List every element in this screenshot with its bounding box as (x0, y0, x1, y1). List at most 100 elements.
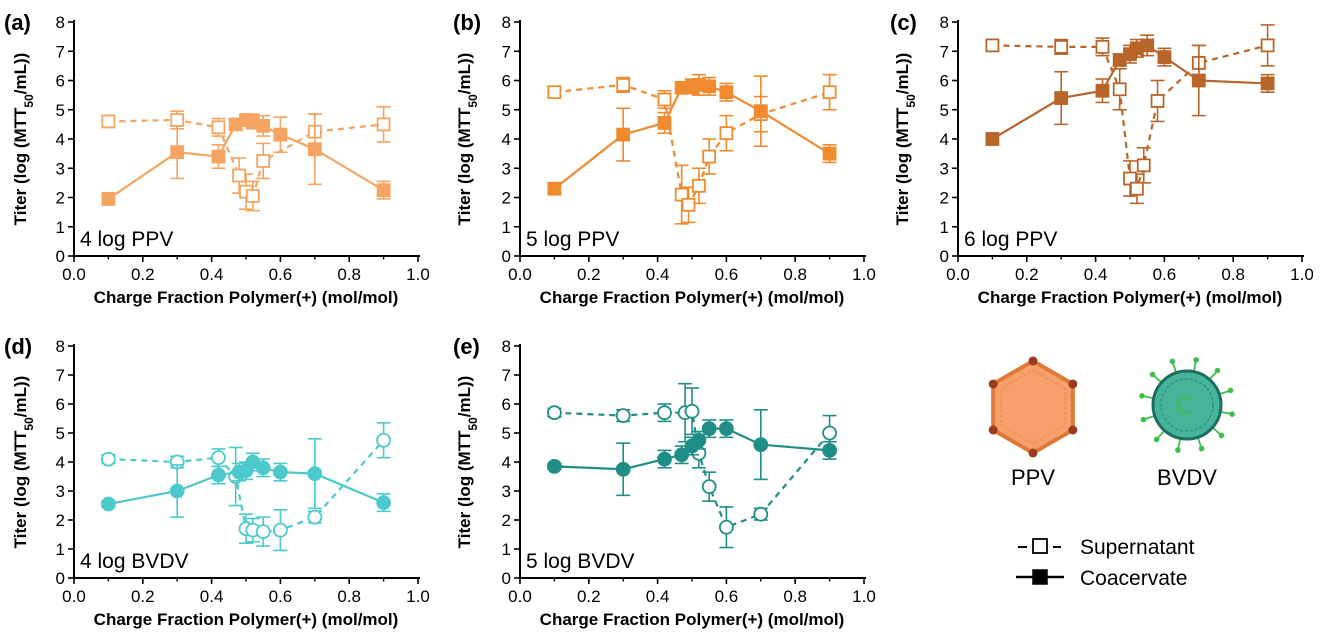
bvdv-spike-tip (1214, 367, 1221, 374)
x-tick-label: 0.6 (1153, 265, 1177, 284)
coacervate-point (753, 437, 769, 453)
x-tick-label: 0.4 (646, 265, 670, 284)
bvdv-spike-tip (1169, 358, 1176, 365)
supernatant-series (547, 382, 837, 549)
y-tick-label: 7 (56, 366, 65, 385)
x-tick-label: 0.0 (946, 265, 970, 284)
supernatant-point (701, 479, 717, 495)
panel-annotation: 4 log BVDV (80, 550, 189, 573)
coacervate-point (616, 127, 631, 142)
ppv-vertex-dot (1068, 425, 1078, 435)
coacervate-point (719, 421, 734, 437)
y-tick-label: 3 (502, 482, 511, 501)
coacervate-point (719, 85, 734, 100)
x-tick-label: 0.4 (200, 265, 224, 284)
y-axis-title: Titer (log (MTT50/mL)) (455, 53, 480, 226)
x-tick-label: 0.2 (1015, 265, 1039, 284)
y-tick-label: 3 (502, 159, 511, 178)
y-tick-label: 4 (502, 453, 511, 472)
supernatant-point (245, 189, 260, 203)
y-tick-label: 4 (502, 130, 511, 149)
x-axis-title: Charge Fraction Polymer(+) (mol/mol) (540, 610, 845, 629)
y-tick-label: 8 (502, 13, 511, 32)
x-tick-label: 1.0 (852, 587, 876, 606)
supernatant-point (615, 408, 631, 424)
supernatant-point (1260, 38, 1275, 53)
coacervate-point (101, 496, 116, 512)
coacervate-point (1140, 38, 1155, 53)
x-tick-label: 0.0 (508, 587, 532, 606)
y-tick-label: 2 (940, 189, 949, 208)
supernatant-point (719, 126, 734, 141)
coacervate-point (657, 451, 672, 467)
x-tick-label: 0.2 (577, 587, 601, 606)
legend-supernatant-label: Supernatant (1080, 536, 1195, 559)
supernatant-series (547, 73, 837, 225)
coacervate-series (547, 408, 837, 497)
coacervate-point (211, 149, 226, 164)
x-tick-label: 0.6 (715, 587, 739, 606)
bvdv-spike-tip (1193, 357, 1199, 363)
panel-label: (b) (453, 10, 481, 35)
bvdv-spike-tip (1149, 371, 1156, 378)
panel-label: (d) (4, 334, 32, 359)
coacervate-series (985, 34, 1275, 146)
ppv-virus-icon (988, 356, 1078, 458)
x-tick-label: 0.0 (508, 265, 532, 284)
supernatant-point (684, 403, 700, 419)
y-tick-label: 8 (502, 337, 511, 356)
y-tick-label: 6 (56, 72, 65, 91)
coacervate-point (702, 79, 717, 94)
supernatant-point (101, 114, 116, 129)
y-tick-label: 5 (56, 424, 65, 443)
x-tick-label: 0.6 (269, 587, 293, 606)
supernatant-point (232, 168, 247, 183)
supernatant-point (211, 450, 226, 466)
coacervate-point (657, 116, 672, 130)
supernatant-point (1150, 94, 1165, 108)
x-tick-label: 0.6 (715, 265, 739, 284)
x-tick-label: 0.4 (1084, 265, 1108, 284)
supernatant-line (554, 83, 830, 207)
y-tick-label: 7 (56, 42, 65, 61)
y-tick-label: 6 (502, 72, 511, 91)
y-tick-label: 1 (502, 540, 511, 559)
panel-annotation: 5 log BVDV (526, 550, 635, 573)
y-tick-label: 5 (502, 101, 511, 120)
supernatant-point (753, 506, 769, 522)
legend-coacervate-symbol (1016, 569, 1064, 585)
y-tick-label: 6 (940, 72, 949, 91)
y-tick-label: 8 (56, 13, 65, 32)
y-tick-label: 1 (502, 218, 511, 237)
legend: Supernatant Coacervate (1016, 536, 1195, 590)
chart-panel: 0 1 2 3 4 5 6 7 8 0.0 0.2 0.4 0.6 0.8 1.0 Charge Fracti… (453, 10, 876, 307)
supernatant-point (1112, 82, 1127, 97)
ppv-vertex-dot (1068, 379, 1078, 389)
x-tick-label: 1.0 (406, 587, 430, 606)
y-tick-label: 3 (940, 159, 949, 178)
ppv-inner-ring (1000, 369, 1066, 445)
coacervate-series (101, 437, 392, 518)
bvdv-virus-icon (1139, 357, 1235, 453)
supernatant-point (719, 519, 734, 535)
supernatant-point (376, 432, 392, 448)
coacervate-point (272, 464, 288, 480)
x-tick-label: 0.2 (577, 265, 601, 284)
bvdv-spike-tip (1153, 436, 1160, 443)
x-tick-label: 1.0 (1290, 265, 1314, 284)
coacervate-series (101, 113, 391, 206)
coacervate-point (101, 192, 116, 206)
supernatant-point (657, 405, 672, 421)
y-tick-label: 2 (502, 189, 511, 208)
coacervate-point (211, 467, 226, 483)
x-tick-label: 0.4 (200, 587, 224, 606)
x-tick-label: 0.2 (131, 587, 155, 606)
supernatant-point (547, 85, 562, 100)
coacervate-point (1191, 73, 1206, 88)
coacervate-point (273, 127, 288, 142)
supernatant-point (1095, 39, 1110, 54)
panel-annotation: 5 log PPV (526, 228, 619, 251)
chart-panel: 0 1 2 3 4 5 6 7 8 0.0 0.2 0.4 0.6 0.8 1.0 Charge Fracti… (453, 334, 876, 629)
panel-annotation: 4 log PPV (80, 228, 173, 251)
